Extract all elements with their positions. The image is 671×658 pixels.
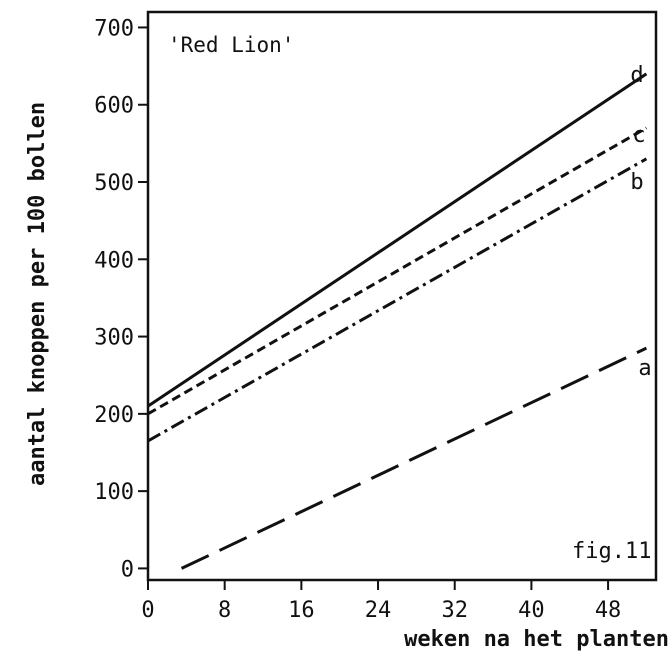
y-tick-label: 300 — [94, 326, 134, 351]
x-tick-label: 48 — [595, 598, 622, 623]
series-line-a — [180, 346, 648, 570]
y-tick-label: 0 — [121, 557, 134, 582]
series-line-d — [147, 72, 648, 408]
ticks-layer: 0 8 16 24 32 40 48 0 100 200 300 400 500 600 700 — [94, 16, 621, 623]
x-tick-label: 8 — [218, 598, 231, 623]
x-tick-label: 0 — [141, 598, 154, 623]
chart-title: 'Red Lion' — [168, 33, 294, 57]
y-tick-label: 400 — [94, 248, 134, 273]
series-label-b: b — [630, 170, 643, 195]
x-tick-label: 40 — [518, 598, 545, 623]
series-layer: a bc d — [147, 63, 652, 570]
y-tick-label: 500 — [94, 171, 134, 196]
plot-border — [146, 10, 658, 582]
y-tick-label: 200 — [94, 403, 134, 428]
x-tick-label: 24 — [365, 598, 392, 623]
y-tick-label: 600 — [94, 94, 134, 119]
x-axis-title: weken na het planten — [404, 627, 669, 652]
series-label-d: d — [630, 63, 643, 88]
figure-label: fig.11 — [572, 539, 651, 564]
y-tick-label: 700 — [94, 16, 134, 41]
series-line-b — [147, 157, 648, 443]
x-tick-label: 32 — [441, 598, 468, 623]
plot-frame — [146, 10, 658, 582]
series-label-c: c — [632, 123, 645, 148]
series-label-a: a — [638, 356, 651, 381]
x-tick-label: 16 — [288, 598, 315, 623]
y-axis-title: aantal knoppen per 100 bollen — [25, 102, 50, 486]
y-tick-label: 100 — [94, 480, 134, 505]
series-line-c — [147, 126, 648, 416]
